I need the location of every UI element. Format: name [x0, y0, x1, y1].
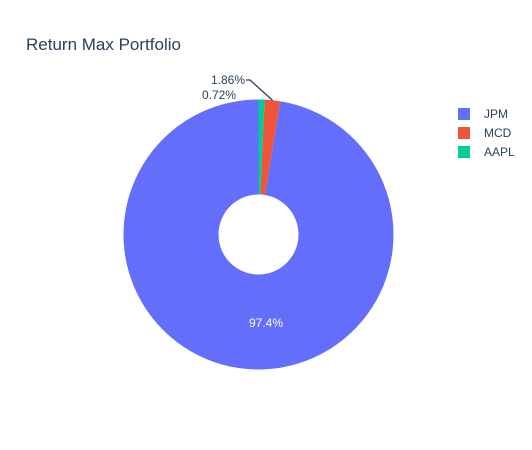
leader-line-mcd: [246, 79, 273, 101]
legend-swatch-aapl[interactable]: [458, 146, 470, 158]
label-aapl: 0.72%: [202, 88, 236, 102]
label-jpm: 97.4%: [249, 316, 283, 330]
label-mcd: 1.86%: [211, 73, 245, 87]
legend: JPM MCD AAPL: [458, 107, 515, 159]
slice-aapl[interactable]: [258, 99, 265, 195]
legend-label-mcd[interactable]: MCD: [484, 126, 512, 140]
slice-mcd[interactable]: [260, 99, 281, 196]
pie-slices: [123, 99, 394, 370]
slice-labels: 97.4% 1.86%0.72%: [202, 73, 283, 330]
legend-label-aapl[interactable]: AAPL: [484, 145, 515, 159]
slice-jpm[interactable]: [123, 99, 394, 370]
legend-swatch-mcd[interactable]: [458, 127, 470, 139]
chart-title: Return Max Portfolio: [26, 35, 181, 54]
legend-label-jpm[interactable]: JPM: [484, 107, 508, 121]
legend-swatch-jpm[interactable]: [458, 108, 470, 120]
